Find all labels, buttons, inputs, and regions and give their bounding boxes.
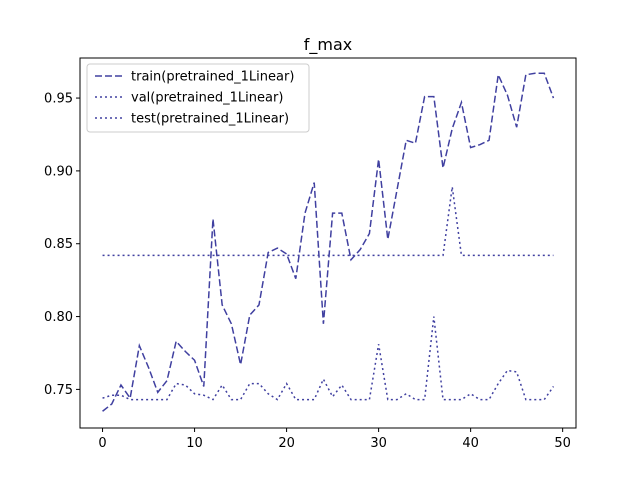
- x-tick-label: 20: [278, 436, 295, 451]
- x-tick-label: 10: [186, 436, 203, 451]
- plot-frame: [79, 57, 577, 429]
- plot-area: [102, 72, 555, 412]
- chart-title: f_max: [304, 35, 353, 55]
- x-tick-label: 30: [370, 436, 387, 451]
- y-axis: 0.75 0.80 0.85 0.90 0.95: [44, 92, 80, 398]
- series-line-1: [102, 72, 555, 412]
- x-tick-label: 40: [462, 436, 479, 451]
- legend-label: train(pretrained_1Linear): [131, 70, 294, 85]
- series-line-3: [102, 316, 555, 401]
- x-axis: 0 10 20 30 40 50: [98, 428, 571, 451]
- legend-label: val(pretrained_1Linear): [131, 91, 283, 106]
- x-tick-label: 0: [98, 436, 106, 451]
- series-line-2: [102, 186, 554, 257]
- y-tick-label: 0.75: [44, 383, 73, 398]
- legend-label: test(pretrained_1Linear): [131, 112, 289, 127]
- x-tick-label: 50: [554, 436, 571, 451]
- y-tick-label: 0.80: [44, 310, 73, 325]
- y-tick-label: 0.90: [44, 164, 73, 179]
- legend-box: [86, 63, 310, 133]
- legend: train(pretrained_1Linear) val(pretrained_…: [86, 63, 310, 133]
- y-tick-label: 0.85: [44, 237, 73, 252]
- y-tick-label: 0.95: [44, 92, 73, 107]
